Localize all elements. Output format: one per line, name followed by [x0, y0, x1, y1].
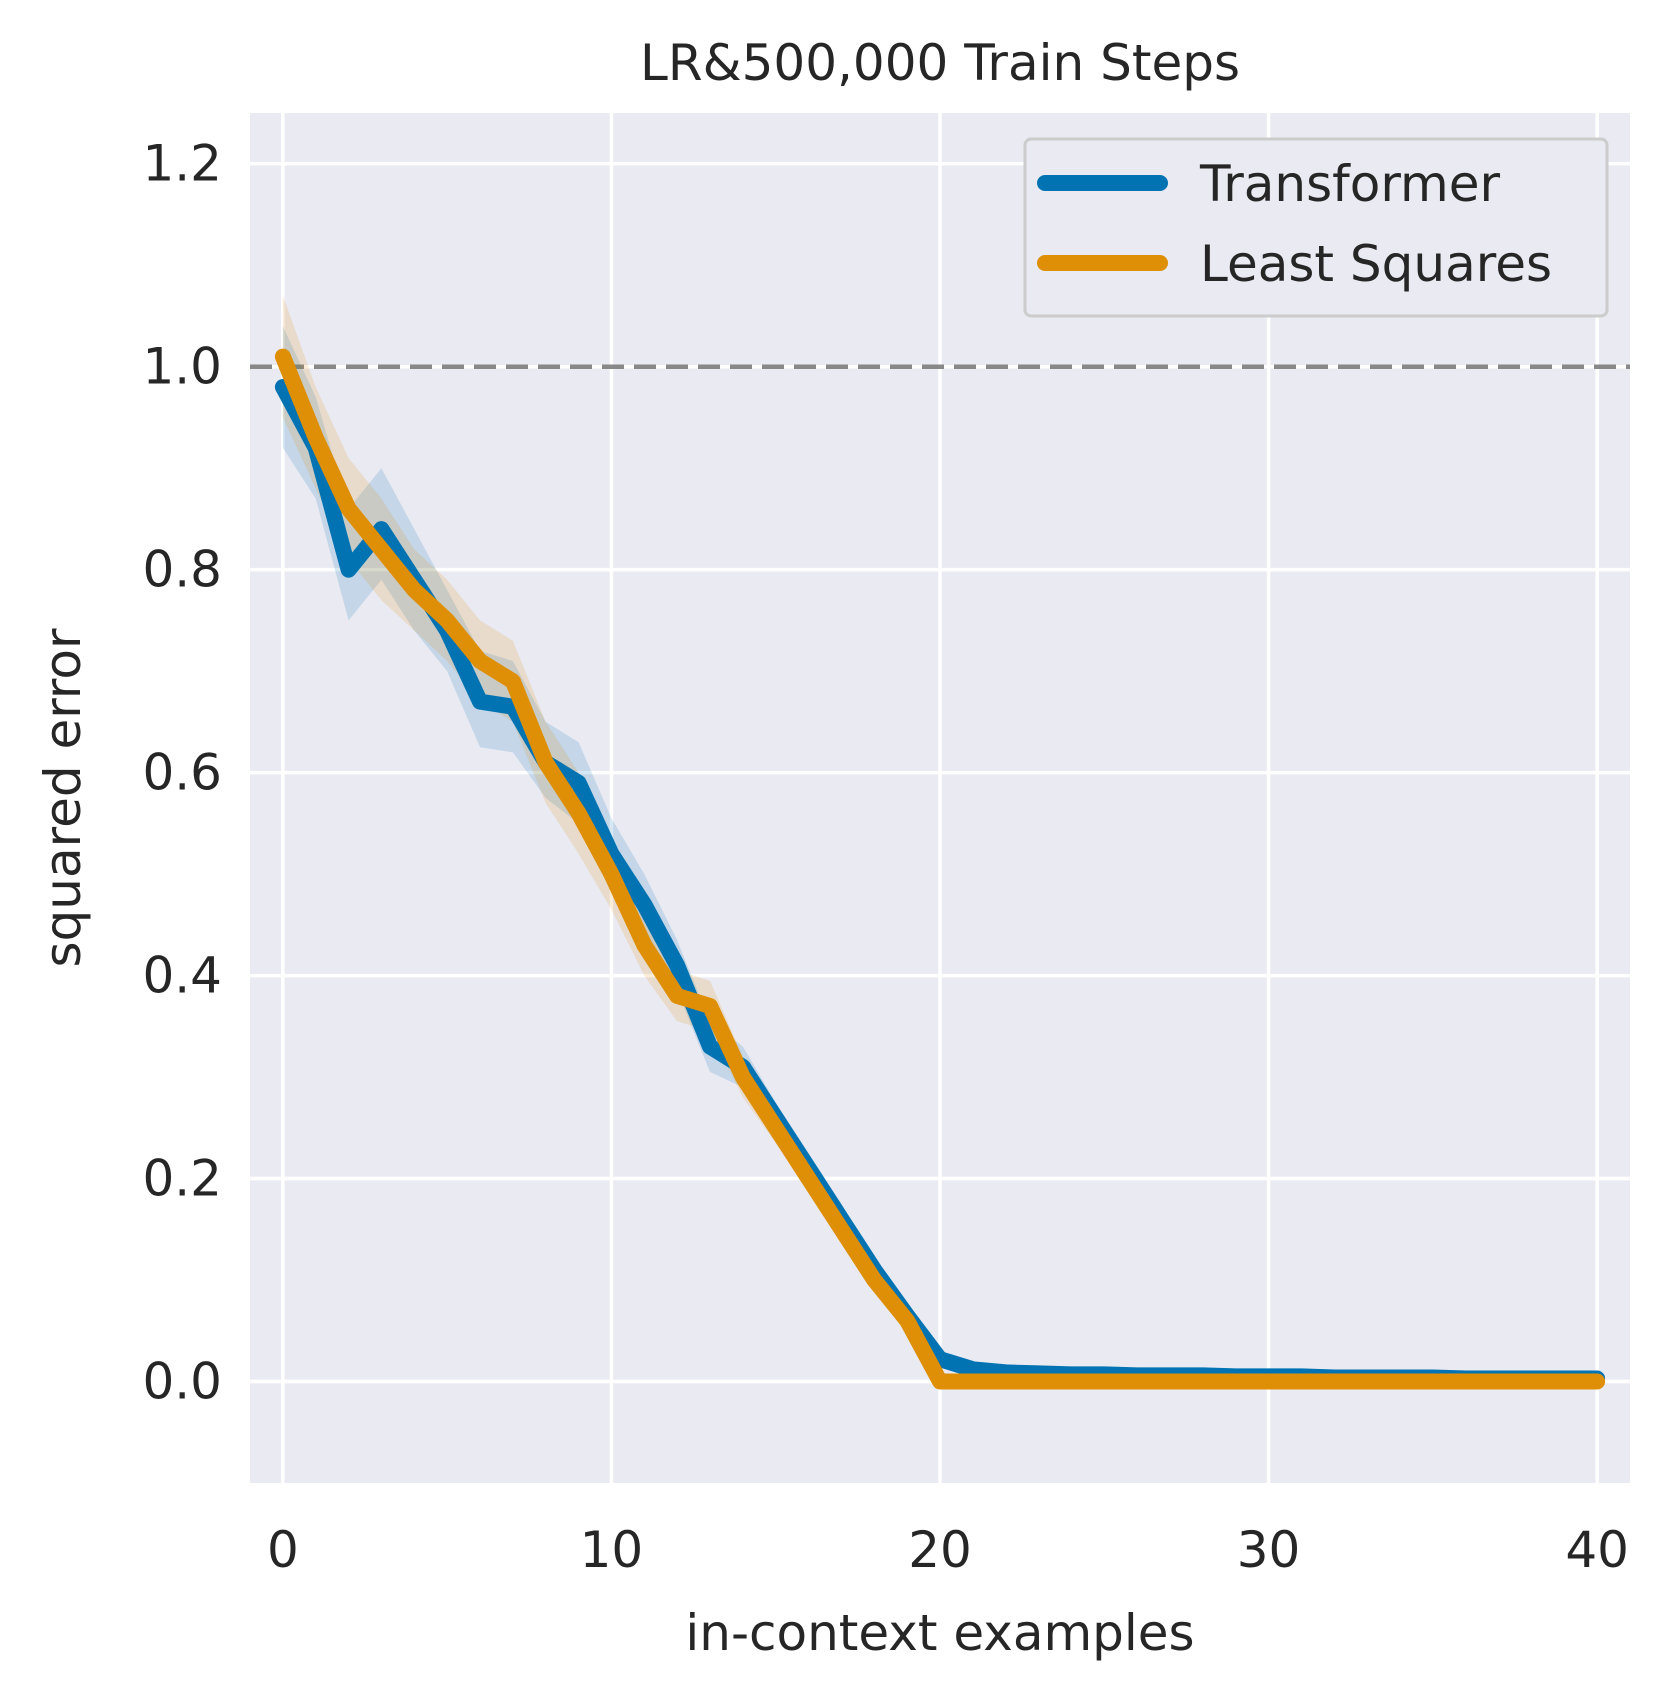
y-tick-label: 0.0: [142, 1353, 222, 1411]
legend-box: [1023, 137, 1609, 318]
y-tick-label: 1.0: [142, 338, 222, 396]
y-tick-label: 0.2: [142, 1150, 222, 1208]
x-axis-label: in-context examples: [685, 1604, 1194, 1662]
legend: Transformer Least Squares: [1023, 137, 1609, 318]
x-tick-label: 30: [1237, 1521, 1301, 1579]
y-tick-label: 0.6: [142, 744, 222, 802]
x-tick-label: 0: [267, 1521, 299, 1579]
legend-label-transformer: Transformer: [1199, 155, 1500, 213]
y-axis-label: squared error: [34, 628, 92, 967]
x-tick-label: 20: [908, 1521, 972, 1579]
x-tick-labels: 0 10 20 30 40: [267, 1521, 1629, 1579]
y-tick-label: 0.4: [142, 947, 222, 1005]
y-tick-labels: 0.0 0.2 0.4 0.6 0.8 1.0 1.2: [142, 135, 222, 1411]
series-lines: [274, 348, 1606, 1390]
series-line-least-squares: [274, 348, 1606, 1390]
y-tick-label: 0.8: [142, 541, 222, 599]
y-tick-label: 1.2: [142, 135, 222, 193]
legend-label-least-squares: Least Squares: [1200, 235, 1552, 293]
x-tick-label: 10: [580, 1521, 644, 1579]
chart-title: LR&500,000 Train Steps: [640, 34, 1240, 92]
x-tick-label: 40: [1565, 1521, 1629, 1579]
